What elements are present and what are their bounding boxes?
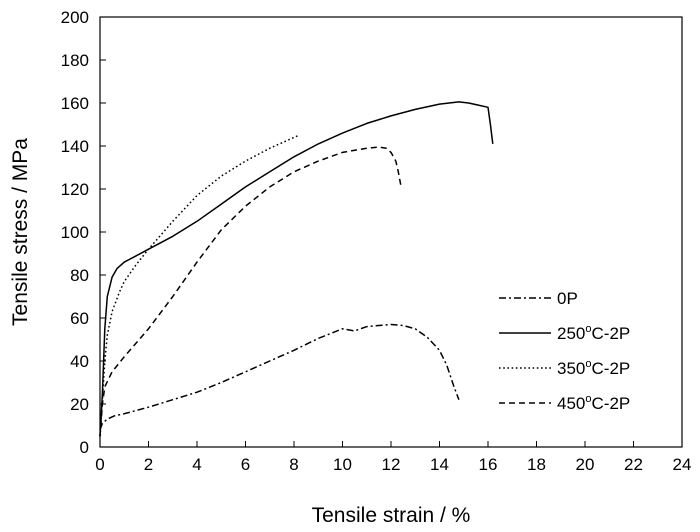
x-tick-label: 20	[576, 455, 595, 474]
y-axis: 0 20 40 60 80 100 120 140 160 180 200	[61, 8, 106, 457]
x-tick-label: 8	[289, 455, 298, 474]
x-tick-label: 18	[527, 455, 546, 474]
x-tick-label: 16	[479, 455, 498, 474]
y-tick-label: 0	[80, 438, 89, 457]
legend: 0P 250oC-2P 350oC-2P 450oC-2P	[499, 289, 630, 413]
y-tick-label: 60	[70, 309, 89, 328]
x-tick-label: 6	[241, 455, 250, 474]
series-line-4	[99, 146, 402, 437]
y-tick-label: 40	[70, 352, 89, 371]
x-axis-title: Tensile strain / %	[312, 504, 471, 527]
x-tick-label: 24	[673, 455, 692, 474]
y-tick-label: 100	[61, 223, 89, 242]
x-tick-label: 22	[624, 455, 643, 474]
y-tick-label: 140	[61, 137, 89, 156]
x-tick-label: 0	[95, 455, 104, 474]
y-tick-label: 120	[61, 180, 89, 199]
y-tick-label: 80	[70, 266, 89, 285]
legend-label: 350oC-2P	[557, 358, 630, 378]
plot-frame	[99, 16, 683, 448]
y-axis-title: Tensile stress / MPa	[9, 138, 32, 326]
x-tick-label: 14	[430, 455, 449, 474]
legend-label: 0P	[557, 289, 578, 308]
series-line-3	[99, 134, 300, 437]
y-tick-label: 160	[61, 94, 89, 113]
series-lines	[99, 101, 494, 437]
series-line-2	[99, 101, 494, 437]
y-tick-label: 200	[61, 8, 89, 27]
y-tick-label: 20	[70, 395, 89, 414]
x-tick-label: 10	[333, 455, 352, 474]
x-tick-label: 2	[144, 455, 153, 474]
series-line-1	[99, 323, 460, 431]
x-axis: 0 2 4 6 8 10 12 14 16 18 20 22 24	[95, 441, 691, 474]
x-tick-label: 12	[382, 455, 401, 474]
legend-label: 450oC-2P	[557, 393, 630, 413]
legend-label: 250oC-2P	[557, 323, 630, 343]
y-tick-label: 180	[61, 51, 89, 70]
x-tick-label: 4	[192, 455, 201, 474]
